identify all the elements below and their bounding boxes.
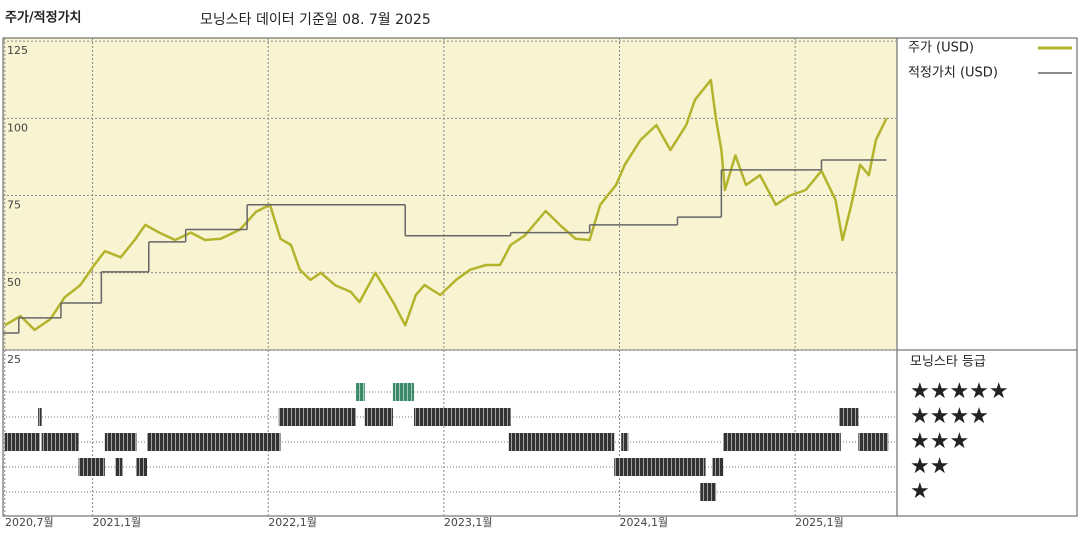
rating-title: 모닝스타 등급 [910,355,986,370]
rating-bar-hatch [104,433,137,451]
rating-bar-hatch [4,433,40,451]
rating-bar-hatch [38,408,42,426]
labels: 2020,7월 2021,1월 2022,1월 2023,1월 2024,1월 2025,… [5,41,1072,529]
rating-bar-hatch [508,433,615,451]
y-tick-label: 100 [7,121,28,134]
rating-bar-hatch [614,458,706,476]
x-tick-label: 2025,1월 [795,516,844,529]
y-tick-label: 75 [7,199,21,212]
rating-bar-hatch [723,433,841,451]
price-line [4,78,888,332]
rating-stars-label: ★★★★★ [910,379,1009,404]
rating-bar-hatch [712,458,724,476]
rating-bar-hatch [356,383,365,401]
x-tick-label: 2021,1월 [93,516,142,529]
chart-subtitle: 모닝스타 데이터 기준일 08. 7월 2025 [200,12,431,28]
legend-label: 적정가치 (USD) [908,66,998,81]
rating-bar-hatch [136,458,148,476]
rating-stars-label: ★★ [910,454,949,479]
rating-bar-hatch [115,458,123,476]
rating-bar-hatch [413,408,511,426]
x-tick-label: 2020,7월 [5,516,54,529]
rating-bar-hatch [392,383,414,401]
rating-bar-hatch [41,433,79,451]
rating-bar-hatch [700,483,717,501]
lines [3,78,888,334]
x-tick-label: 2022,1월 [268,516,317,529]
legend-label: 주가 (USD) [908,41,974,56]
x-tick-label: 2024,1월 [619,516,668,529]
chart-title: 주가/적정가치 [5,10,82,26]
rating-bar-hatch [858,433,889,451]
rating-bar-hatch [839,408,859,426]
rating-bars [4,383,889,501]
rating-stars-label: ★ [910,479,930,504]
y-tick-label: 125 [7,44,28,57]
plot-background [3,38,897,350]
rating-stars-label: ★★★ [910,429,969,454]
rating-bar-hatch [364,408,393,426]
x-tick-label: 2023,1월 [444,516,493,529]
rating-bar-hatch [621,433,629,451]
rating-bar-hatch [147,433,281,451]
frame [2,37,1078,517]
y-tick-label: 50 [7,276,21,289]
rating-bar-hatch [278,408,357,426]
y-tick-label: 25 [7,353,21,366]
rating-bar-hatch [78,458,105,476]
rating-stars-label: ★★★★ [910,404,989,429]
